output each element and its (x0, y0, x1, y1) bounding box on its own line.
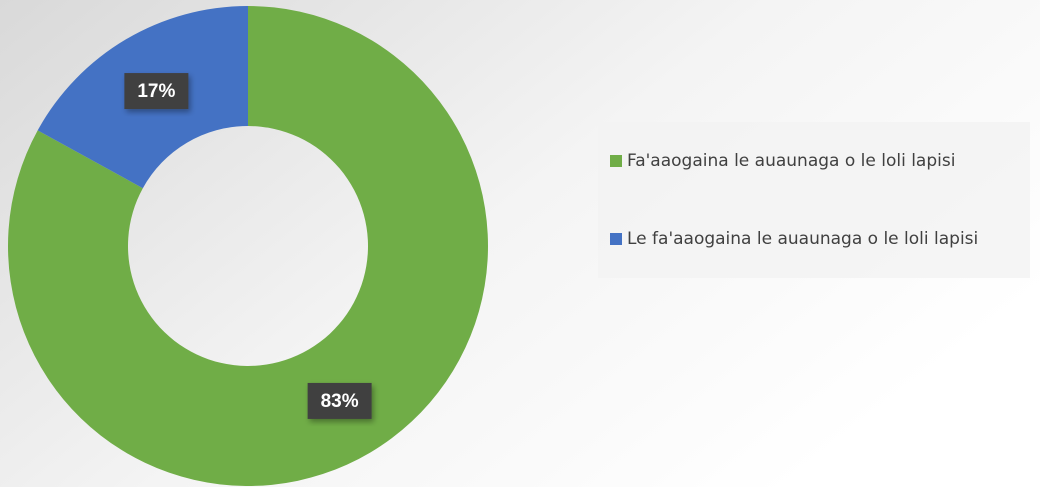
legend-label: Fa'aaogaina le auaunaga o le loli lapisi (627, 151, 955, 171)
legend-label: Le fa'aaogaina le auaunaga o le loli lap… (627, 229, 978, 249)
data-label-box (124, 73, 189, 110)
data-label: 17% (137, 81, 175, 102)
data-label: 83% (321, 391, 359, 412)
legend-box (598, 122, 1030, 278)
data-label-box (307, 382, 372, 419)
donut-slice (7, 6, 488, 486)
legend-swatch (610, 155, 622, 167)
legend-swatch (610, 233, 622, 245)
